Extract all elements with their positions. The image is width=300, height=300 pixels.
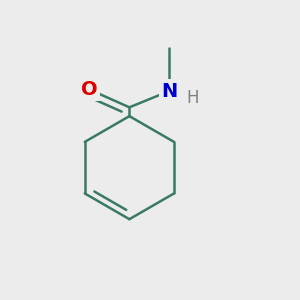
Text: H: H xyxy=(186,88,199,106)
Text: N: N xyxy=(161,82,177,100)
Text: O: O xyxy=(81,80,98,99)
